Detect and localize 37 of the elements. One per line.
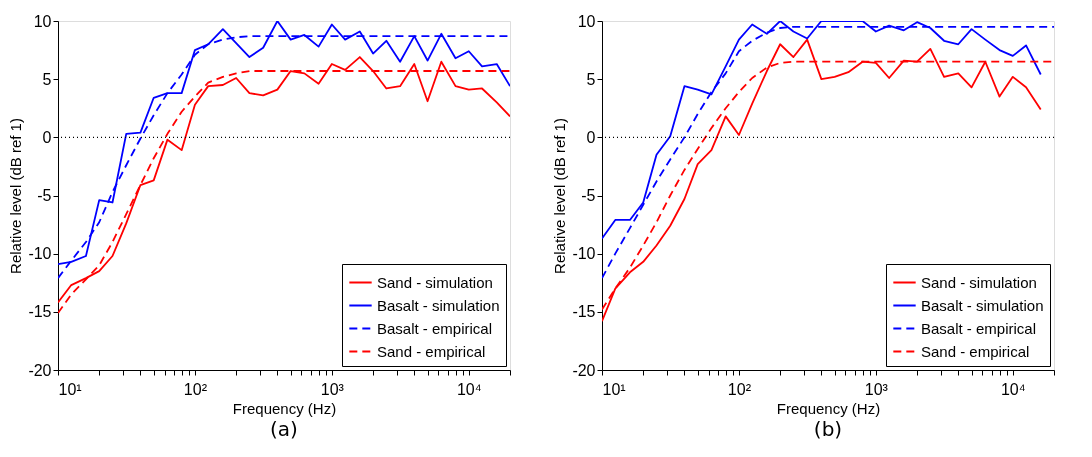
y-axis-title: Relative level (dB ref 1)	[551, 118, 569, 274]
y-tick-label: 0	[42, 128, 52, 146]
x-tick-label: 10¹	[602, 380, 626, 398]
y-tick-label: 10	[577, 12, 596, 30]
y-tick-label: -10	[28, 245, 52, 263]
y-tick-label: -20	[28, 361, 52, 379]
y-tick-label: -15	[572, 303, 596, 321]
text: (b)	[813, 417, 843, 441]
legend-label: Basalt - simulation	[921, 296, 1044, 314]
line-series	[602, 25, 1054, 279]
x-axis-title: Frequency (Hz)	[776, 399, 881, 417]
x-tick-label: 10¹	[58, 380, 82, 398]
legend-label: Sand - simulation	[377, 273, 493, 291]
x-tick-label: 10²	[727, 380, 752, 398]
legend-label: Basalt - simulation	[377, 296, 500, 314]
x-tick-label: 10³	[864, 380, 889, 398]
legend-label: Sand - empirical	[377, 342, 486, 360]
y-tick-label: -5	[37, 187, 52, 204]
x-tick-label: 10²	[183, 380, 208, 398]
y-tick-label: 10	[33, 12, 52, 30]
y-tick-label: 0	[586, 128, 596, 146]
legend-label: Basalt - empirical	[921, 319, 1037, 337]
x-axis-title: Frequency (Hz)	[232, 399, 337, 417]
y-tick-label: -5	[581, 187, 596, 204]
y-tick-label: 5	[42, 70, 52, 88]
x-tick-label: 10³	[320, 380, 345, 398]
y-tick-label: -15	[28, 303, 52, 321]
legend-label: Sand - empirical	[921, 342, 1030, 360]
y-tick-label: 5	[586, 70, 596, 88]
y-tick-label: -10	[572, 245, 596, 263]
legend-label: Sand - simulation	[921, 273, 1037, 291]
x-tick-label: 10⁴	[456, 380, 482, 398]
x-tick-label: 10⁴	[1000, 380, 1026, 398]
y-tick-label: -20	[572, 361, 596, 379]
text: (a)	[270, 417, 298, 441]
legend-label: Basalt - empirical	[377, 319, 493, 337]
y-axis-title: Relative level (dB ref 1)	[7, 118, 25, 274]
